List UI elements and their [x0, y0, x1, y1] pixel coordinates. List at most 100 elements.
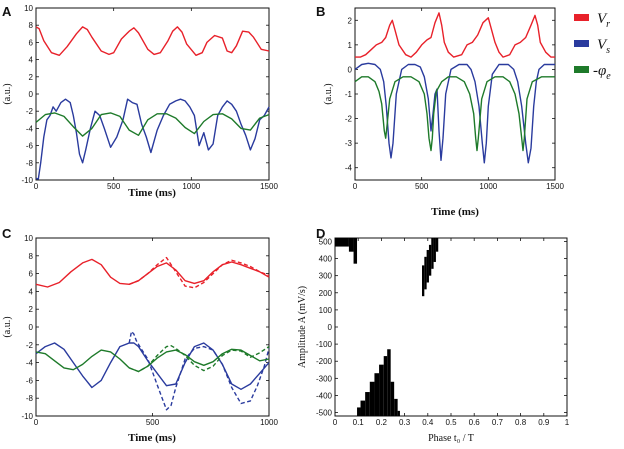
legend-swatch — [574, 14, 589, 21]
y-tick-label: -10 — [21, 176, 33, 185]
x-tick-label: 0.3 — [399, 418, 411, 427]
y-tick-label: -200 — [316, 357, 333, 366]
x-tick-label: 0.2 — [376, 418, 388, 427]
legend-label: Vr — [597, 11, 610, 30]
heatmap-cell — [435, 238, 439, 252]
legend-swatch — [574, 66, 589, 73]
heatmap-cell — [374, 373, 380, 416]
x-tick-label: 0.8 — [515, 418, 527, 427]
y-tick-label: 6 — [29, 38, 34, 47]
y-tick-label: 6 — [29, 270, 34, 279]
y-tick-label: -8 — [26, 159, 34, 168]
y-tick-label: 4 — [29, 287, 34, 296]
y-tick-label: 0 — [29, 323, 34, 332]
panel-d: 0 0.1 0.2 0.3 0.4 0.5 0.6 0.7 0.8 0.9 1 -500 -400 -30… — [297, 237, 570, 444]
y-tick-label: 2 — [29, 73, 34, 82]
series-line-vs-perturbed- — [128, 330, 270, 411]
y-axis-label: Amplitude A (mV/s) — [297, 286, 308, 368]
x-tick-label: 0.1 — [353, 418, 365, 427]
y-tick-label: 1 — [348, 41, 353, 50]
heatmap-cell — [397, 410, 400, 416]
y-tick-label: -2 — [345, 115, 353, 124]
series-line-vs — [354, 62, 555, 164]
x-axis-label: Time (ms) — [128, 187, 176, 199]
legend: Vr Vs -φe — [574, 11, 611, 82]
y-tick-label: -2 — [26, 107, 34, 116]
y-tick-label: 2 — [348, 16, 353, 25]
y-tick-label: 100 — [319, 306, 333, 315]
heatmap-cell — [426, 249, 429, 283]
series-line-vr — [355, 12, 555, 58]
y-tick-label: -500 — [316, 409, 333, 418]
series-line--e — [35, 112, 270, 137]
heatmap-cell — [394, 398, 398, 416]
y-tick-label: 400 — [319, 255, 333, 264]
y-tick-label: -2 — [26, 341, 34, 350]
heatmap-cell — [365, 392, 370, 416]
y-tick-label: 0 — [348, 65, 353, 74]
heatmap-cell — [357, 407, 361, 416]
plot-frame — [35, 7, 270, 181]
panel-c: 0 500 1000 -10 -8 -6 -4 -2 0 2 4 6 8 10 Time (ms) (a.… — [2, 234, 278, 444]
series-line-vr-perturbed- — [128, 256, 270, 289]
heatmap-cell — [360, 400, 366, 416]
y-tick-label: -4 — [26, 124, 34, 133]
x-tick-label: 1500 — [546, 182, 564, 191]
x-tick-label: 0.9 — [538, 418, 550, 427]
heatmap-cell — [387, 349, 391, 416]
y-tick-label: -300 — [316, 374, 333, 383]
legend-item-vs: Vs — [574, 37, 610, 56]
y-tick-label: 8 — [29, 21, 34, 30]
y-axis-label: (a.u.) — [2, 316, 13, 337]
x-tick-label: 0.7 — [492, 418, 504, 427]
y-tick-label: -10 — [21, 412, 33, 421]
x-tick-label: 0.6 — [469, 418, 481, 427]
x-tick-label: 0 — [353, 182, 358, 191]
heatmap-cell — [428, 244, 432, 276]
x-tick-label: 0.4 — [422, 418, 434, 427]
x-axis-label: Time (ms) — [431, 206, 479, 218]
heatmap-cell — [433, 238, 436, 262]
x-tick-label: 1 — [565, 418, 570, 427]
heatmap-cell — [422, 265, 425, 297]
y-axis-label: (a.u.) — [2, 83, 13, 104]
x-tick-label: 1000 — [182, 182, 200, 191]
heatmap-cell — [335, 238, 349, 247]
y-tick-label: 10 — [24, 234, 33, 243]
y-tick-label: -4 — [26, 359, 34, 368]
legend-item-phi-e: -φe — [574, 63, 611, 82]
x-tick-label: 1500 — [260, 182, 278, 191]
y-tick-label: -6 — [26, 142, 34, 151]
x-axis-label: Time (ms) — [128, 432, 176, 444]
x-tick-label: 0 — [34, 418, 39, 427]
series-line-vs — [35, 98, 270, 180]
x-tick-label: 500 — [107, 182, 121, 191]
heatmap-cell — [353, 238, 358, 264]
series-line-vr — [35, 26, 270, 56]
y-axis-label: (a.u.) — [323, 83, 334, 104]
y-tick-label: -6 — [26, 376, 34, 385]
panel-label-c: C — [2, 226, 12, 241]
heatmap-cell — [390, 381, 395, 416]
legend-swatch — [574, 40, 589, 47]
y-tick-label: 0 — [29, 90, 34, 99]
y-tick-label: 500 — [319, 237, 333, 246]
series-line-vr — [35, 258, 270, 288]
panel-label-d: D — [316, 226, 325, 241]
heatmap-cell — [431, 238, 434, 269]
panel-a: 0 500 1000 1500 -10 -8 -6 -4 -2 0 2 4 6 8 10 Time (ms)… — [2, 4, 278, 199]
y-tick-label: 300 — [319, 272, 333, 281]
panel-label-b: B — [316, 4, 325, 19]
legend-label: Vs — [597, 37, 610, 56]
heatmap-cell — [424, 256, 427, 290]
y-tick-label: 0 — [328, 323, 333, 332]
y-tick-label: 8 — [29, 252, 34, 261]
panel-label-a: A — [2, 4, 12, 19]
x-axis-label: Phase t₀ / T — [428, 433, 474, 444]
x-tick-label: 500 — [415, 182, 429, 191]
heatmap-cell — [369, 381, 375, 416]
y-tick-label: -1 — [345, 90, 353, 99]
legend-item-vr: Vr — [574, 11, 610, 30]
y-tick-label: 200 — [319, 289, 333, 298]
